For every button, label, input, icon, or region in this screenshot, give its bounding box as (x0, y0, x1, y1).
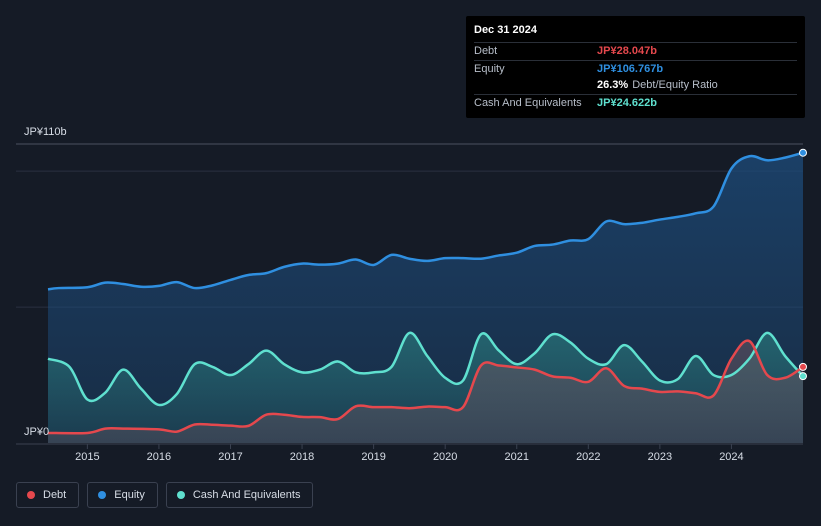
legend-dot-icon (176, 491, 185, 499)
tooltip-row-cash: Cash And Equivalents JP¥24.622b (474, 93, 797, 112)
chart-legend: Debt Equity Cash And Equivalents (16, 482, 314, 508)
cash-and-equivalents-end-marker (799, 372, 807, 381)
x-tick-label: 2023 (648, 451, 672, 463)
tooltip-value: JP¥106.767b (597, 62, 664, 75)
x-tick-label: 2015 (75, 451, 99, 463)
debt-line (47, 339, 804, 435)
legend-dot-icon (27, 491, 35, 499)
legend-dot-icon (98, 491, 107, 499)
equity-end-marker (799, 148, 807, 157)
chart-areas (48, 152, 803, 443)
equity-line (47, 151, 804, 291)
legend-item-debt[interactable]: Debt (16, 482, 80, 508)
tooltip-row-equity: Equity JP¥106.767b (474, 59, 797, 78)
tooltip-label: Equity (474, 62, 505, 75)
data-tooltip: Dec 31 2024 Debt JP¥28.047b Equity JP¥10… (466, 16, 805, 118)
tooltip-value: JP¥28.047b (597, 45, 657, 58)
y-axis-top-label: JP¥110b (24, 126, 67, 138)
tooltip-ratio-caption: Debt/Equity Ratio (632, 79, 718, 92)
x-tick-label: 2016 (147, 451, 171, 463)
x-tick-label: 2022 (576, 451, 600, 463)
x-tick-label: 2020 (433, 451, 457, 463)
chart-end-markers (799, 148, 807, 381)
x-axis: 2015 2016 2017 2018 2019 2020 2021 2022 2023 2024 (75, 444, 744, 463)
x-tick-label: 2017 (218, 451, 242, 463)
tooltip-value: 26.3% (597, 79, 629, 92)
legend-label: Cash And Equivalents (192, 489, 301, 501)
tooltip-row-debt: Debt JP¥28.047b (474, 42, 797, 60)
tooltip-value: JP¥24.622b (597, 96, 657, 109)
tooltip-row-ratio: 26.3% Debt/Equity Ratio (474, 77, 797, 94)
chart-lines (47, 151, 804, 435)
x-tick-label: 2018 (290, 451, 314, 463)
legend-label: Equity (114, 489, 145, 501)
x-tick-label: 2024 (719, 451, 743, 463)
tooltip-label: Debt (474, 45, 498, 58)
tooltip-date: Dec 31 2024 (474, 24, 537, 36)
legend-item-cash[interactable]: Cash And Equivalents (165, 482, 314, 508)
legend-item-equity[interactable]: Equity (87, 482, 158, 508)
x-tick-label: 2019 (361, 451, 385, 463)
debt-area (48, 340, 803, 443)
cash-and-equivalents-line (47, 331, 804, 407)
legend-label: Debt (43, 489, 67, 501)
tooltip-label: Cash And Equivalents (474, 96, 582, 109)
y-axis-bottom-label: JP¥0 (24, 426, 49, 438)
x-tick-label: 2021 (505, 451, 529, 463)
debt-end-marker (799, 362, 807, 371)
